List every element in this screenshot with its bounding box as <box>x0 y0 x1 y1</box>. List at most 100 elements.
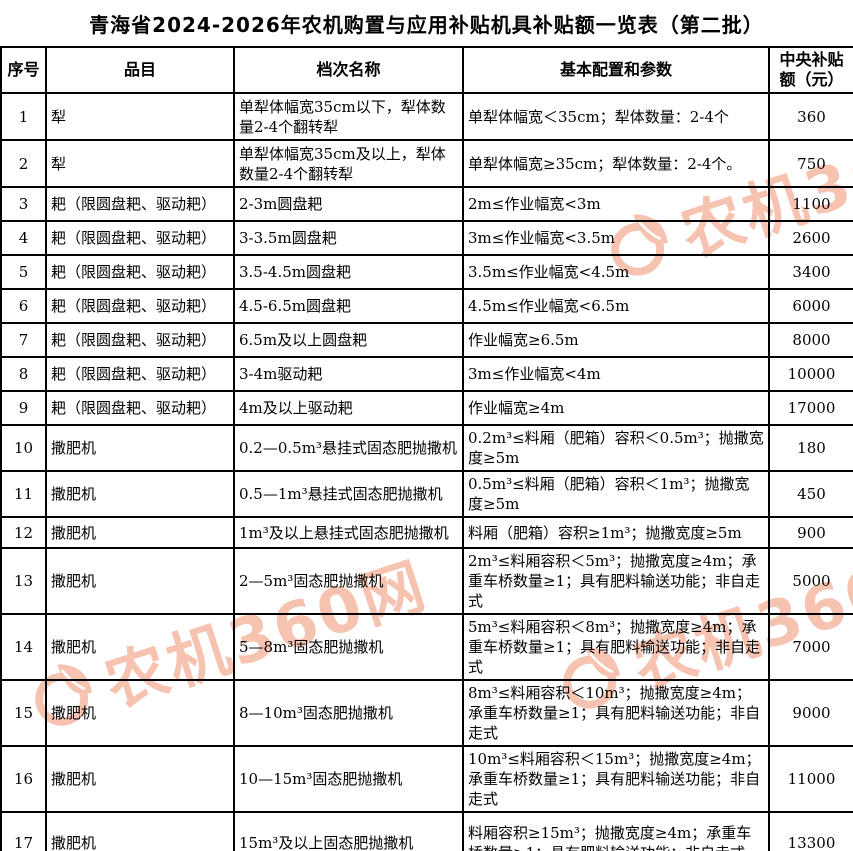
cell-params: 10m³≤料厢容积＜15m³；抛撒宽度≥4m；承重车桥数量≥1；具有肥料输送功能… <box>462 745 770 813</box>
header-item: 品目 <box>45 46 235 94</box>
table-row: 10 撒肥机 0.2—0.5m³悬挂式固态肥抛撒机 0.2m³≤料厢（肥箱）容积… <box>0 424 853 472</box>
cell-subsidy: 750 <box>768 139 853 188</box>
cell-params: 0.5m³≤料厢（肥箱）容积＜1m³；抛撒宽度≥5m <box>462 470 770 518</box>
cell-no: 14 <box>0 613 47 681</box>
table-row: 3 耙（限圆盘耙、驱动耙） 2-3m圆盘耙 2m≤作业幅宽<3m 1100 <box>0 186 853 222</box>
cell-item: 犁 <box>45 139 235 188</box>
table-row: 2 犁 单犁体幅宽35cm及以上，犁体数量2-4个翻转犁 单犁体幅宽≥35cm；… <box>0 139 853 188</box>
cell-no: 9 <box>0 390 47 426</box>
cell-subsidy: 180 <box>768 424 853 472</box>
cell-params: 3m≤作业幅宽<4m <box>462 356 770 392</box>
cell-item: 耙（限圆盘耙、驱动耙） <box>45 220 235 256</box>
cell-grade: 0.5—1m³悬挂式固态肥抛撒机 <box>233 470 464 518</box>
page-title: 青海省2024-2026年农机购置与应用补贴机具补贴额一览表（第二批） <box>89 12 764 37</box>
cell-grade: 4.5-6.5m圆盘耙 <box>233 288 464 324</box>
cell-no: 3 <box>0 186 47 222</box>
cell-subsidy: 9000 <box>768 679 853 747</box>
cell-no: 15 <box>0 679 47 747</box>
cell-subsidy: 450 <box>768 470 853 518</box>
cell-subsidy: 7000 <box>768 613 853 681</box>
table-row: 15 撒肥机 8—10m³固态肥抛撒机 8m³≤料厢容积＜10m³；抛撒宽度≥4… <box>0 679 853 747</box>
cell-params: 5m³≤料厢容积＜8m³；抛撒宽度≥4m；承重车桥数量≥1；具有肥料输送功能；非… <box>462 613 770 681</box>
table-row: 9 耙（限圆盘耙、驱动耙） 4m及以上驱动耙 作业幅宽≥4m 17000 <box>0 390 853 426</box>
table-row: 14 撒肥机 5—8m³固态肥抛撒机 5m³≤料厢容积＜8m³；抛撒宽度≥4m；… <box>0 613 853 681</box>
cell-item: 耙（限圆盘耙、驱动耙） <box>45 390 235 426</box>
cell-item: 犁 <box>45 92 235 141</box>
cell-grade: 3.5-4.5m圆盘耙 <box>233 254 464 290</box>
cell-item: 撒肥机 <box>45 745 235 813</box>
table-row: 17 撒肥机 15m³及以上固态肥抛撒机 料厢容积≥15m³；抛撒宽度≥4m；承… <box>0 811 853 851</box>
table-row: 7 耙（限圆盘耙、驱动耙） 6.5m及以上圆盘耙 作业幅宽≥6.5m 8000 <box>0 322 853 358</box>
cell-subsidy: 5000 <box>768 547 853 615</box>
cell-no: 8 <box>0 356 47 392</box>
cell-item: 撒肥机 <box>45 547 235 615</box>
cell-params: 料厢（肥箱）容积≥1m³；抛撒宽度≥5m <box>462 516 770 549</box>
cell-no: 17 <box>0 811 47 851</box>
cell-params: 8m³≤料厢容积＜10m³；抛撒宽度≥4m；承重车桥数量≥1；具有肥料输送功能；… <box>462 679 770 747</box>
cell-item: 耙（限圆盘耙、驱动耙） <box>45 186 235 222</box>
cell-no: 5 <box>0 254 47 290</box>
cell-params: 单犁体幅宽≥35cm；犁体数量：2-4个。 <box>462 139 770 188</box>
cell-params: 0.2m³≤料厢（肥箱）容积＜0.5m³；抛撒宽度≥5m <box>462 424 770 472</box>
cell-subsidy: 1100 <box>768 186 853 222</box>
cell-grade: 4m及以上驱动耙 <box>233 390 464 426</box>
table-header-row: 序号 品目 档次名称 基本配置和参数 中央补贴额（元） <box>0 46 853 94</box>
cell-params: 2m³≤料厢容积＜5m³；抛撒宽度≥4m；承重车桥数量≥1；具有肥料输送功能；非… <box>462 547 770 615</box>
cell-grade: 2—5m³固态肥抛撒机 <box>233 547 464 615</box>
table-row: 6 耙（限圆盘耙、驱动耙） 4.5-6.5m圆盘耙 4.5m≤作业幅宽<6.5m… <box>0 288 853 324</box>
cell-grade: 3-3.5m圆盘耙 <box>233 220 464 256</box>
cell-subsidy: 11000 <box>768 745 853 813</box>
header-grade: 档次名称 <box>233 46 464 94</box>
header-params: 基本配置和参数 <box>462 46 770 94</box>
cell-no: 13 <box>0 547 47 615</box>
cell-subsidy: 3400 <box>768 254 853 290</box>
cell-grade: 8—10m³固态肥抛撒机 <box>233 679 464 747</box>
cell-item: 撒肥机 <box>45 424 235 472</box>
cell-params: 料厢容积≥15m³；抛撒宽度≥4m；承重车桥数量≥1；具有肥料输送功能；非自走式 <box>462 811 770 851</box>
cell-no: 16 <box>0 745 47 813</box>
cell-no: 11 <box>0 470 47 518</box>
cell-no: 6 <box>0 288 47 324</box>
cell-subsidy: 2600 <box>768 220 853 256</box>
cell-item: 撒肥机 <box>45 516 235 549</box>
cell-item: 耙（限圆盘耙、驱动耙） <box>45 322 235 358</box>
table-row: 5 耙（限圆盘耙、驱动耙） 3.5-4.5m圆盘耙 3.5m≤作业幅宽<4.5m… <box>0 254 853 290</box>
cell-subsidy: 6000 <box>768 288 853 324</box>
cell-params: 作业幅宽≥4m <box>462 390 770 426</box>
cell-item: 撒肥机 <box>45 613 235 681</box>
cell-grade: 15m³及以上固态肥抛撒机 <box>233 811 464 851</box>
cell-grade: 6.5m及以上圆盘耙 <box>233 322 464 358</box>
cell-no: 12 <box>0 516 47 549</box>
cell-params: 4.5m≤作业幅宽<6.5m <box>462 288 770 324</box>
cell-grade: 3-4m驱动耙 <box>233 356 464 392</box>
cell-params: 单犁体幅宽＜35cm；犁体数量：2-4个 <box>462 92 770 141</box>
cell-subsidy: 360 <box>768 92 853 141</box>
cell-grade: 单犁体幅宽35cm及以上，犁体数量2-4个翻转犁 <box>233 139 464 188</box>
table-row: 1 犁 单犁体幅宽35cm以下，犁体数量2-4个翻转犁 单犁体幅宽＜35cm；犁… <box>0 92 853 141</box>
subsidy-table: 序号 品目 档次名称 基本配置和参数 中央补贴额（元） 1 犁 单犁体幅宽35c… <box>0 46 853 851</box>
cell-item: 撒肥机 <box>45 470 235 518</box>
table-row: 4 耙（限圆盘耙、驱动耙） 3-3.5m圆盘耙 3m≤作业幅宽<3.5m 260… <box>0 220 853 256</box>
table-body: 1 犁 单犁体幅宽35cm以下，犁体数量2-4个翻转犁 单犁体幅宽＜35cm；犁… <box>0 92 853 851</box>
cell-no: 7 <box>0 322 47 358</box>
cell-params: 作业幅宽≥6.5m <box>462 322 770 358</box>
cell-grade: 5—8m³固态肥抛撒机 <box>233 613 464 681</box>
table-row: 16 撒肥机 10—15m³固态肥抛撒机 10m³≤料厢容积＜15m³；抛撒宽度… <box>0 745 853 813</box>
table-row: 12 撒肥机 1m³及以上悬挂式固态肥抛撒机 料厢（肥箱）容积≥1m³；抛撒宽度… <box>0 516 853 549</box>
cell-no: 2 <box>0 139 47 188</box>
cell-grade: 2-3m圆盘耙 <box>233 186 464 222</box>
cell-no: 10 <box>0 424 47 472</box>
cell-subsidy: 13300 <box>768 811 853 851</box>
header-subsidy: 中央补贴额（元） <box>768 46 853 94</box>
table-row: 11 撒肥机 0.5—1m³悬挂式固态肥抛撒机 0.5m³≤料厢（肥箱）容积＜1… <box>0 470 853 518</box>
cell-subsidy: 10000 <box>768 356 853 392</box>
cell-item: 耙（限圆盘耙、驱动耙） <box>45 288 235 324</box>
cell-params: 3m≤作业幅宽<3.5m <box>462 220 770 256</box>
cell-item: 耙（限圆盘耙、驱动耙） <box>45 254 235 290</box>
cell-item: 撒肥机 <box>45 811 235 851</box>
cell-subsidy: 8000 <box>768 322 853 358</box>
cell-params: 3.5m≤作业幅宽<4.5m <box>462 254 770 290</box>
header-no: 序号 <box>0 46 47 94</box>
